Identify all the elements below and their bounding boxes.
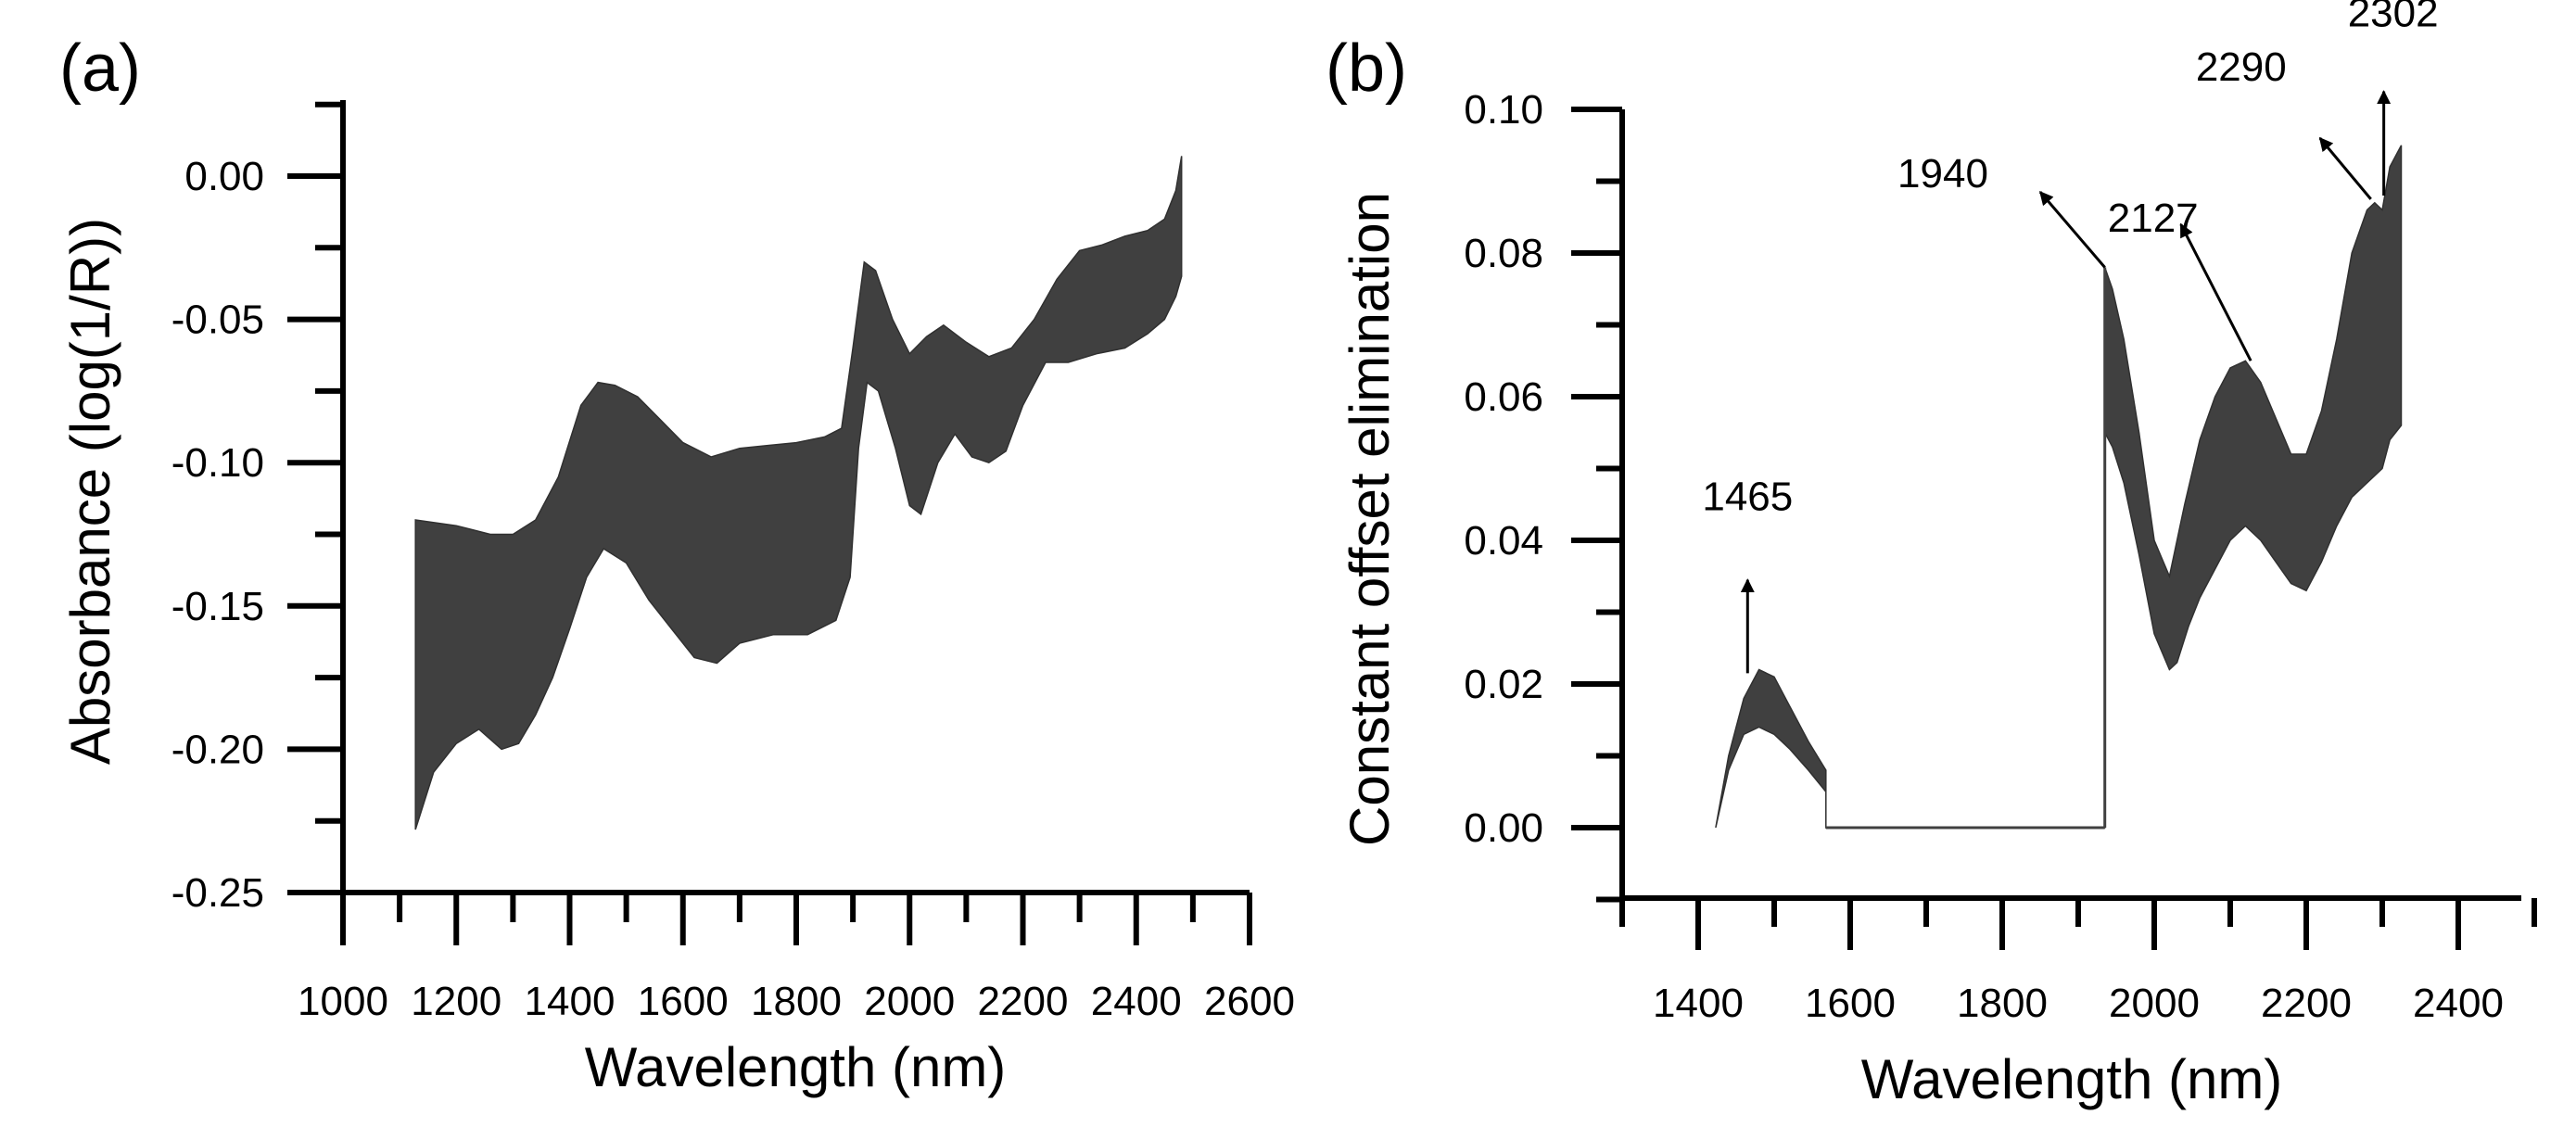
panel-a-x-axis-title: Wavelength (nm) — [585, 1036, 1007, 1098]
panel-b-ticks: 1400 1600 1800 2000 2200 2400 0.00 0.02 0.04 0.06… — [1464, 87, 2537, 1026]
peak-label-2290: 2290 — [2196, 44, 2287, 90]
panel-b-annotations: 1465 1940 2127 2290 2302 — [1702, 0, 2439, 674]
peak-label-2127: 2127 — [2108, 196, 2199, 241]
panel-b-x-tick-label: 2000 — [2109, 981, 2200, 1026]
panel-a-x-tick-label: 1200 — [411, 979, 501, 1024]
panel-b: (b) 1400 1600 1800 2000 2200 2400 0.00 0.02 0.04… — [1326, 0, 2537, 1110]
panel-a-label: (a) — [59, 32, 141, 106]
panel-a-x-tick-label: 2400 — [1091, 979, 1182, 1024]
panel-b-x-tick-label: 1400 — [1653, 981, 1744, 1026]
panel-a-y-tick-label: -0.15 — [171, 584, 264, 629]
panel-b-x-tick-label: 1600 — [1805, 981, 1896, 1026]
panel-b-x-tick-label: 1800 — [1957, 981, 2048, 1026]
panel-b-x-axis-title: Wavelength (nm) — [1861, 1048, 2283, 1110]
panel-b-y-tick-label: 0.08 — [1464, 231, 1543, 276]
panel-a-y-tick-label: 0.00 — [184, 154, 264, 199]
panel-a-x-tick-label: 1400 — [525, 979, 615, 1024]
panel-b-x-tick-label: 2200 — [2261, 981, 2352, 1026]
panel-a-ticks: 1000 1200 1400 1600 1800 2000 2200 2400 2600 -0.2… — [171, 101, 1295, 1024]
peak-label-1465: 1465 — [1702, 475, 1793, 520]
panel-a-y-tick-label: -0.25 — [171, 870, 264, 916]
panel-a-x-tick-label: 2600 — [1204, 979, 1295, 1024]
panel-a-x-tick-label: 1000 — [298, 979, 388, 1024]
peak-arrow-1940 — [2038, 190, 2106, 269]
panel-a-spectra-band — [414, 156, 1183, 830]
panel-b-label: (b) — [1326, 32, 1407, 106]
peak-arrow-2290 — [2318, 136, 2372, 200]
panel-a-x-tick-label: 1800 — [751, 979, 842, 1024]
panel-a: (a) 1000 1200 1400 1600 1800 2000 2200 2400 2600… — [59, 32, 1295, 1098]
panel-b-x-tick-label: 2400 — [2413, 981, 2504, 1026]
panel-b-y-tick-label: 0.02 — [1464, 662, 1543, 707]
panel-a-y-tick-label: -0.10 — [171, 440, 264, 486]
panel-a-y-tick-label: -0.05 — [171, 298, 264, 343]
panel-a-y-tick-label: -0.20 — [171, 727, 264, 772]
peak-label-1940: 1940 — [1897, 151, 1988, 196]
panel-b-y-axis-title: Constant offset elimination — [1339, 192, 1401, 846]
panel-a-x-tick-label: 2200 — [978, 979, 1069, 1024]
panel-b-y-tick-label: 0.00 — [1464, 805, 1543, 851]
panel-a-x-tick-label: 2000 — [864, 979, 955, 1024]
panel-a-x-tick-label: 1600 — [638, 979, 729, 1024]
peak-label-2302: 2302 — [2348, 0, 2439, 36]
panel-a-y-axis-title: Absorbance (log(1/R)) — [59, 218, 121, 765]
panel-b-y-tick-label: 0.06 — [1464, 374, 1543, 420]
panel-b-y-tick-label: 0.04 — [1464, 518, 1543, 564]
peak-arrow-2127 — [2179, 222, 2252, 361]
panel-b-spectra-band — [1715, 145, 2403, 829]
panel-b-y-tick-label: 0.10 — [1464, 87, 1543, 133]
